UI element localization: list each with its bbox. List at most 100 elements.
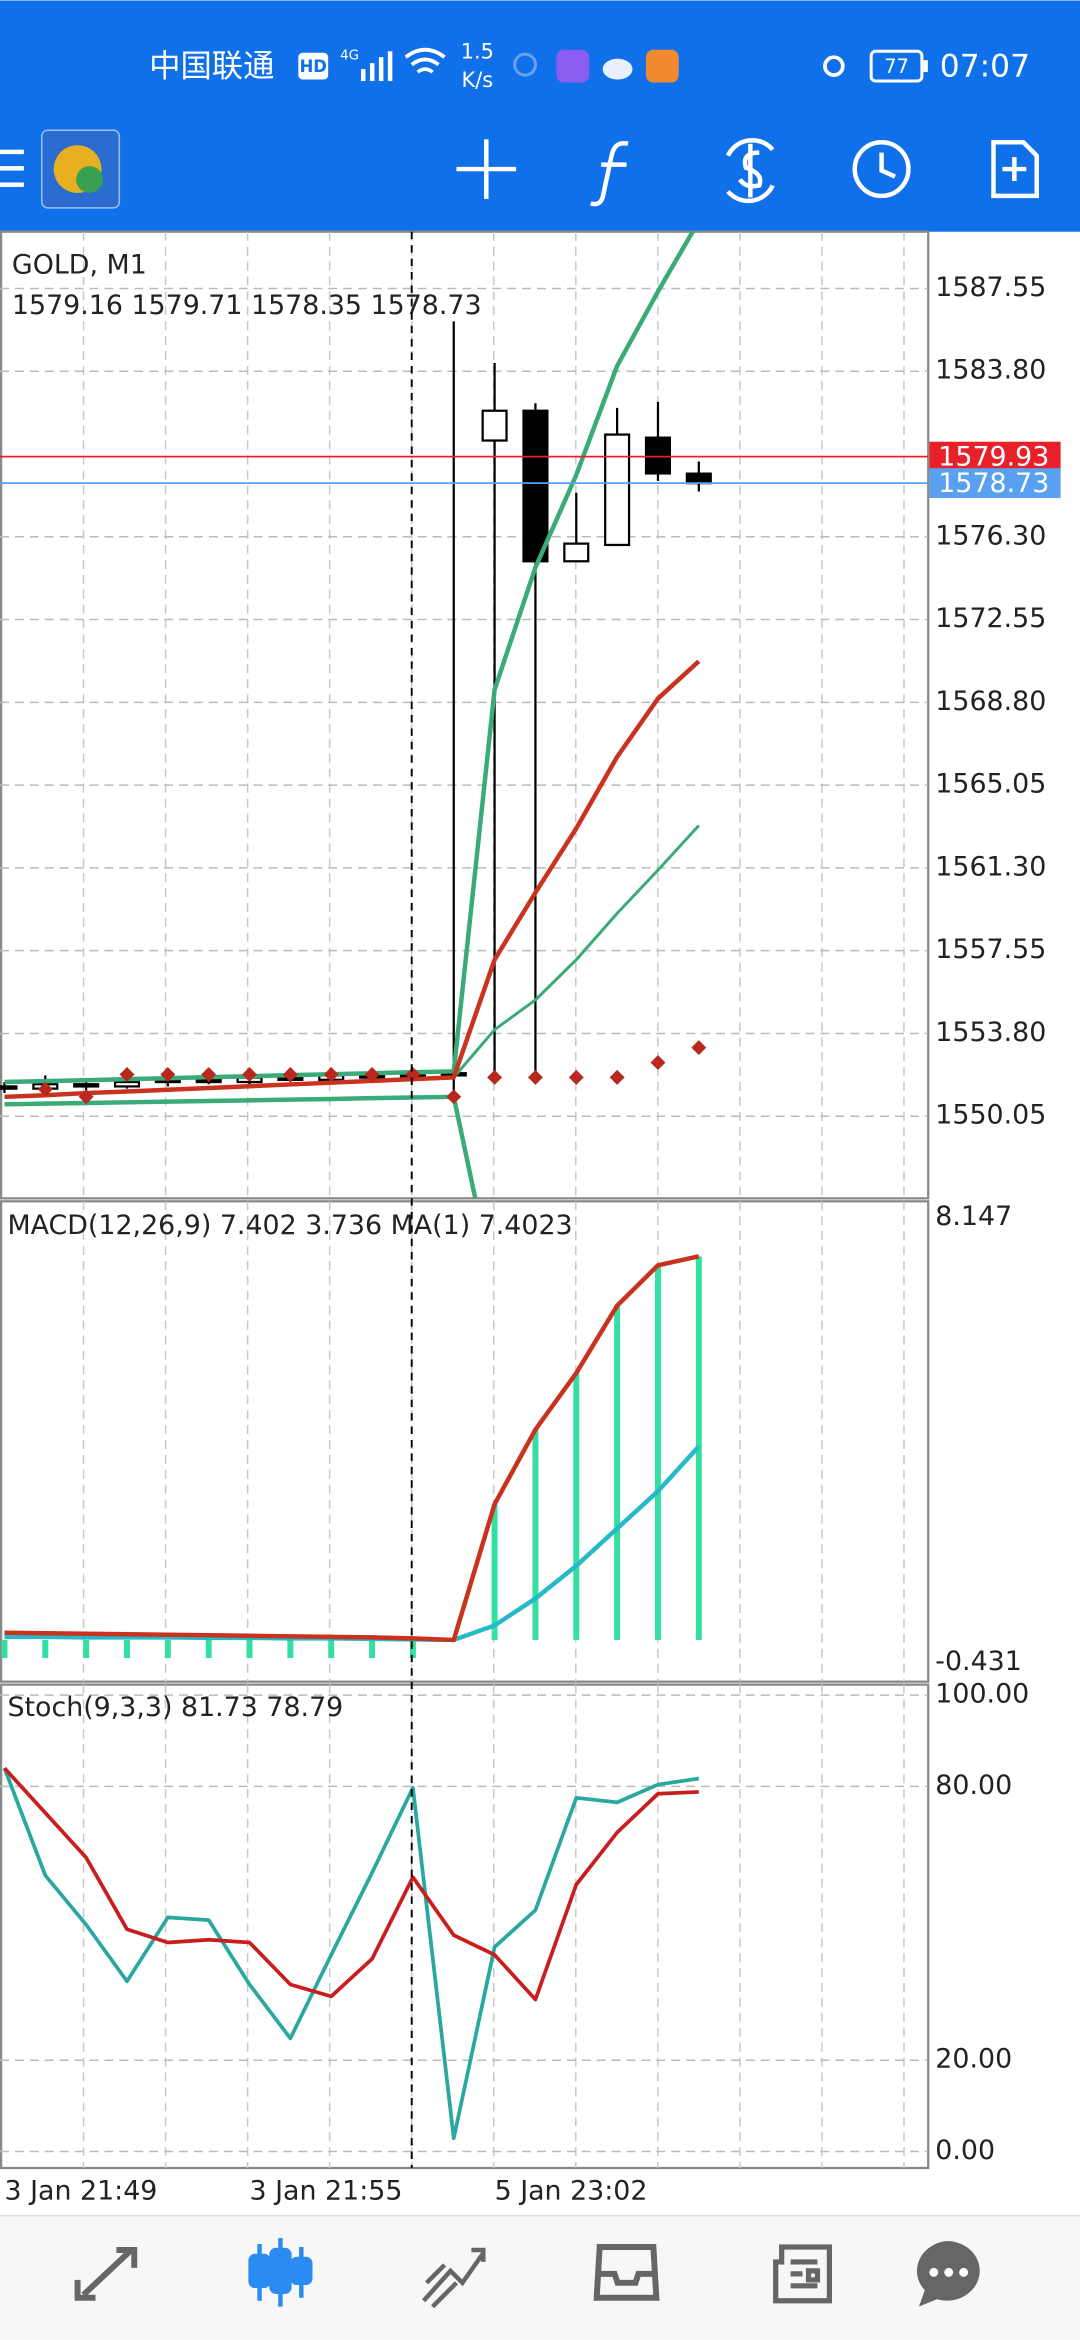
panel — [0, 1694, 928, 2153]
plots: 1550.05 1553.80 1557.55 1561.30 1565.05 1568.… — [0, 231, 1061, 2206]
indicator-line — [4, 1254, 700, 1643]
network: 4G — [340, 49, 359, 64]
panel — [1, 1254, 702, 1659]
y-tick-label: 1583.80 — [935, 355, 1046, 386]
indicator-line — [3, 1766, 699, 2002]
price-label-bg — [929, 468, 1061, 499]
x-tick-label: 3 Jan 21:55 — [250, 2175, 403, 2206]
histogram-bar — [409, 1639, 416, 1659]
quotes-tab[interactable] — [74, 2247, 138, 2301]
sar-marker — [568, 1069, 584, 1085]
chart-title: MACD(12,26,9) 7.402 3.736 MA(1) 7.4023 — [7, 1210, 572, 1241]
app-icon — [645, 49, 679, 83]
candle-body — [113, 1080, 141, 1088]
sar-marker — [691, 1040, 707, 1056]
eye-icon — [823, 55, 845, 77]
sar-marker — [242, 1067, 257, 1082]
new-order-button[interactable] — [991, 139, 1039, 199]
battery — [869, 49, 924, 83]
histogram-bar — [83, 1639, 90, 1659]
y-tick-label: 8.147 — [935, 1201, 1012, 1232]
y-tick-label: 1550.05 — [935, 1100, 1046, 1131]
trade-button[interactable] — [725, 138, 775, 204]
candle-body — [0, 1085, 18, 1090]
panel-frames — [0, 230, 930, 2170]
sar-marker — [364, 1067, 380, 1082]
speed-unit: K/s — [462, 68, 494, 92]
sar-marker — [405, 1067, 421, 1082]
y-tick-label: -0.431 — [935, 1646, 1022, 1677]
histogram-bar — [614, 1305, 621, 1640]
candle-body — [644, 436, 672, 475]
speed: 1.5 — [461, 40, 494, 64]
header-bg — [0, 0, 1080, 232]
chart-subtitle: 1579.16 1579.71 1578.35 1578.73 — [12, 290, 482, 321]
histogram-bar — [369, 1639, 376, 1659]
y-tick-label: 1576.30 — [935, 520, 1046, 551]
battery-level: 77 — [884, 55, 909, 78]
y-tick-label: 1572.55 — [935, 603, 1046, 634]
trade-tab[interactable] — [421, 2247, 486, 2309]
y-tick-label: 80.00 — [935, 1770, 1012, 1801]
indicators-button[interactable] — [590, 140, 629, 207]
history-tab[interactable] — [593, 2244, 660, 2301]
y-tick-label: 1557.55 — [935, 934, 1046, 965]
candle-body — [522, 409, 549, 563]
sar-marker — [201, 1067, 217, 1082]
cloud-icon — [602, 58, 633, 80]
y-tick-label: 100.00 — [935, 1679, 1029, 1710]
hd: HD — [300, 57, 327, 76]
time: 07:07 — [940, 49, 1030, 85]
bottom-nav — [0, 2215, 1080, 2340]
sar-marker — [323, 1067, 339, 1082]
news-tab[interactable] — [773, 2244, 833, 2304]
candle-body — [563, 542, 590, 563]
histogram-bar — [246, 1639, 253, 1659]
indicator-line — [4, 1094, 478, 1199]
chart-tab[interactable] — [248, 2238, 313, 2307]
y-tick-label: 20.00 — [935, 2044, 1012, 2075]
histogram-bar — [124, 1639, 130, 1659]
indicator-line — [452, 824, 700, 1079]
chat-tab[interactable] — [916, 2241, 980, 2307]
y-tick-label: 1553.80 — [935, 1017, 1046, 1048]
candle-body — [685, 472, 712, 485]
signal — [360, 51, 393, 82]
sar-marker — [609, 1069, 625, 1085]
histogram-bar — [42, 1639, 49, 1659]
price-label-bg — [929, 441, 1061, 472]
panel — [0, 231, 928, 1199]
histogram-bar — [532, 1429, 539, 1640]
y-tick-label: 1568.80 — [935, 686, 1046, 717]
app-logo[interactable] — [41, 129, 121, 209]
histogram-bar — [328, 1639, 335, 1659]
y-tick-label: 1565.05 — [935, 769, 1046, 800]
indicator-line — [2, 1767, 700, 2141]
histogram-bar — [491, 1504, 498, 1640]
battery-tip — [923, 60, 928, 73]
search-icon — [513, 52, 538, 77]
sar-marker — [650, 1055, 666, 1071]
candle-body — [73, 1083, 100, 1088]
price-label: 1579.93 — [938, 442, 1049, 473]
histogram-bar — [1, 1639, 8, 1659]
y-tick-label: 0.00 — [935, 2135, 995, 2166]
y-tick-label: 1587.55 — [935, 272, 1046, 303]
indicator-line — [4, 1444, 701, 1643]
period-button[interactable] — [852, 139, 911, 199]
wifi — [404, 47, 446, 74]
sar-marker — [527, 1069, 543, 1085]
histogram-bar — [205, 1639, 212, 1659]
histogram-bar — [573, 1373, 580, 1640]
candle-body — [481, 409, 508, 442]
x-tick-label: 3 Jan 21:49 — [4, 2175, 157, 2206]
histogram-bar — [654, 1265, 661, 1640]
candle-body — [604, 433, 631, 547]
menu-button[interactable] — [0, 149, 24, 187]
crosshair-button[interactable] — [456, 139, 517, 199]
sar-marker — [282, 1067, 298, 1082]
carrier: 中国联通 — [149, 49, 274, 85]
y-tick-label: 1561.30 — [935, 851, 1046, 882]
sar-marker — [487, 1069, 503, 1085]
